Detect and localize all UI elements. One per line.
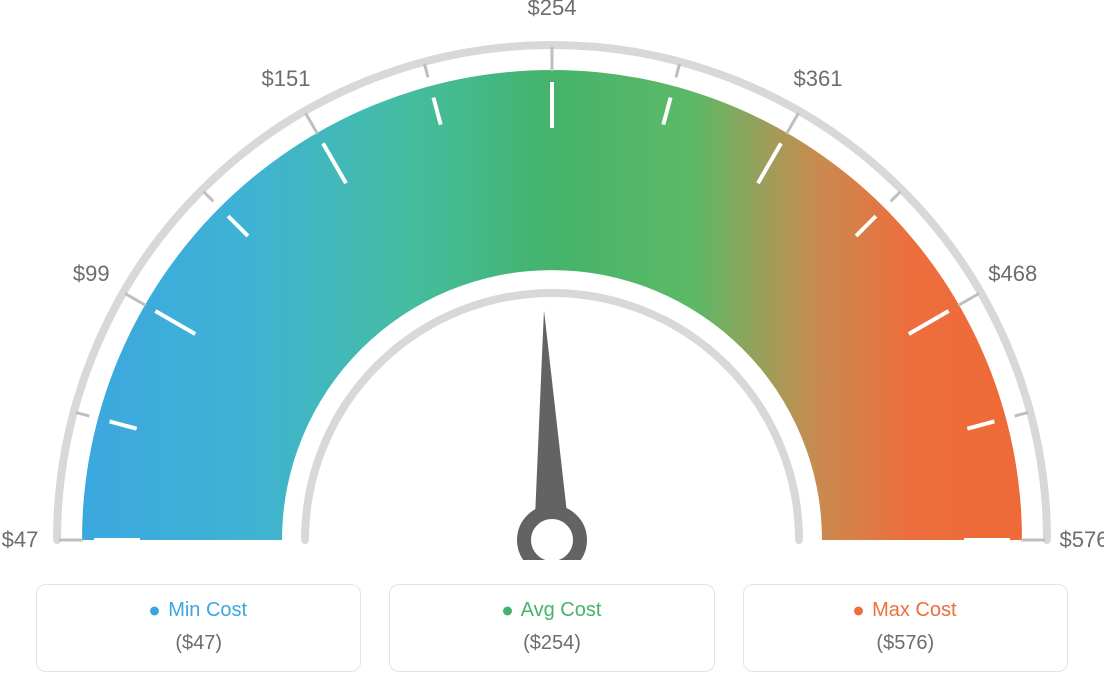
legend-card-avg: Avg Cost ($254) <box>389 584 714 672</box>
gauge-tick-label: $576 <box>1060 527 1104 553</box>
gauge-tick-label: $254 <box>528 0 577 21</box>
gauge-svg <box>0 0 1104 560</box>
gauge-tick-label: $468 <box>988 261 1037 287</box>
cost-gauge: $47 $99 $151 $254 $361 $468 $576 <box>0 0 1104 560</box>
legend-card-min: Min Cost ($47) <box>36 584 361 672</box>
legend-value-min: ($47) <box>37 632 360 655</box>
legend-card-max: Max Cost ($576) <box>743 584 1068 672</box>
legend-row: Min Cost ($47) Avg Cost ($254) Max Cost … <box>0 584 1104 672</box>
legend-title-min: Min Cost <box>150 599 247 622</box>
legend-value-avg: ($254) <box>390 632 713 655</box>
legend-title-max: Max Cost <box>854 599 956 622</box>
gauge-tick-label: $151 <box>262 66 311 92</box>
legend-value-max: ($576) <box>744 632 1067 655</box>
legend-title-avg: Avg Cost <box>503 599 602 622</box>
gauge-tick-label: $99 <box>73 261 110 287</box>
gauge-tick-label: $47 <box>2 527 39 553</box>
gauge-tick-label: $361 <box>794 66 843 92</box>
